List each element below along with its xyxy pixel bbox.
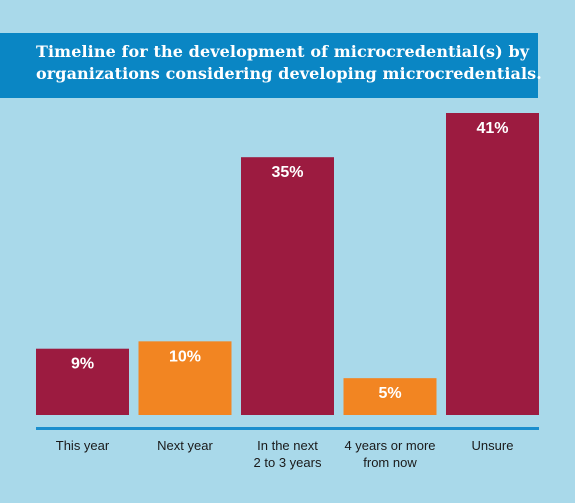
x-tick-label-2-line-1: In the next — [257, 438, 318, 453]
x-tick-label-2-line-2: 2 to 3 years — [254, 455, 322, 470]
bar-value-label-2: 35% — [271, 164, 303, 181]
bar-value-label-1: 10% — [169, 348, 201, 365]
x-axis-line — [36, 427, 539, 430]
bar-value-label-4: 41% — [476, 120, 508, 137]
x-tick-label-3-line-2: from now — [363, 455, 417, 470]
bar-2 — [241, 157, 334, 415]
bar-value-label-0: 9% — [71, 356, 94, 373]
x-tick-label-4: Unsure — [472, 438, 514, 453]
bar-4 — [446, 113, 539, 415]
bar-0 — [36, 348, 129, 415]
x-tick-label-3-line-1: 4 years or more — [344, 438, 435, 453]
bar-1 — [138, 341, 232, 415]
chart-title-line-2: organizations considering developing mic… — [36, 64, 542, 83]
chart-title-band: Timeline for the development of microcre… — [0, 33, 542, 98]
bar-value-label-3: 5% — [378, 385, 401, 402]
chart-title-line-1: Timeline for the development of microcre… — [36, 42, 530, 61]
x-tick-label-0: This year — [56, 438, 110, 453]
x-tick-label-1: Next year — [157, 438, 213, 453]
bar-3 — [343, 378, 437, 415]
